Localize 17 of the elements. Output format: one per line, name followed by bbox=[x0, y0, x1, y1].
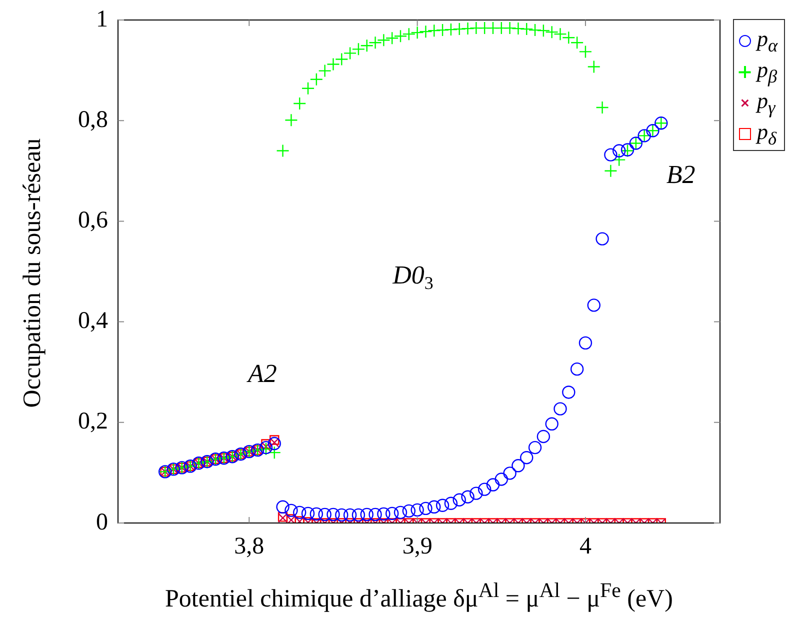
x-tick-label: 3,8 bbox=[234, 533, 264, 560]
y-tick-label: 1 bbox=[96, 6, 108, 32]
legend-label: p$_{γ}$ bbox=[757, 88, 776, 118]
y-tick-label: 0 bbox=[96, 509, 108, 536]
y-tick-label: 0,2 bbox=[78, 408, 108, 435]
y-axis-title: Occupation du sous-réseau bbox=[18, 137, 47, 410]
y-tick-label: 0,8 bbox=[78, 106, 108, 133]
legend-label: p$_{δ}$ bbox=[757, 119, 777, 148]
x-tick-label: 3,9 bbox=[402, 533, 432, 560]
annotation: A2 bbox=[246, 358, 277, 388]
legend-label: p$_{β}$ bbox=[757, 57, 778, 86]
legend-label: p$_{α}$ bbox=[757, 26, 778, 56]
x-axis-title: Potentiel chimique d’alliage δμ$^{Al}$ = μ$^{Al}$ − μ$^{Fe}$ (eV) bbox=[164, 578, 674, 614]
y-tick-label: 0,4 bbox=[78, 308, 108, 334]
annotation: B2 bbox=[666, 160, 696, 189]
x-tick-label: 4 bbox=[579, 533, 592, 560]
y-tick-label: 0,6 bbox=[78, 207, 108, 234]
